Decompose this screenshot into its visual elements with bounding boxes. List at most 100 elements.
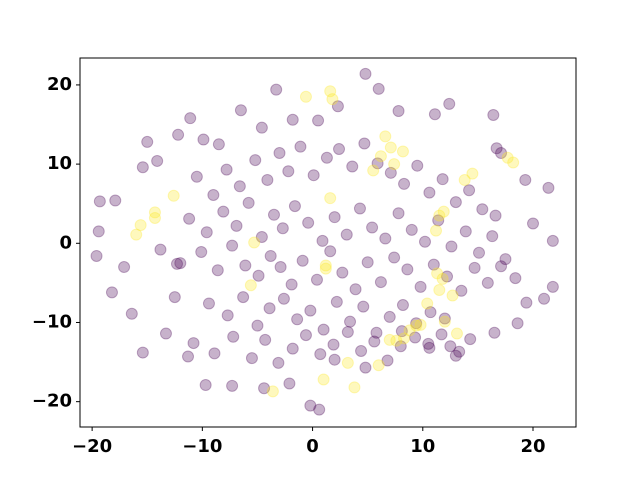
point [366,221,379,234]
point [326,93,339,106]
point [542,181,555,194]
point [433,284,446,297]
point [272,356,285,369]
point [374,150,387,163]
point [527,217,540,230]
point [327,338,340,351]
point [154,243,167,256]
point [217,205,230,218]
point [319,259,332,272]
point [90,249,103,262]
point [252,269,265,282]
point [233,180,246,193]
point [481,276,494,289]
point [464,333,477,346]
point [446,289,459,302]
point [501,151,514,164]
point [444,340,457,353]
point [330,295,343,308]
point [437,205,450,218]
point [486,230,499,243]
point [239,259,252,272]
point [368,335,381,348]
point [328,353,341,366]
point [433,209,446,222]
point [349,283,362,296]
point [488,326,501,339]
point [344,315,357,328]
point [381,354,394,367]
point [398,177,411,190]
point [511,317,524,330]
point [184,112,197,125]
point [226,239,239,252]
point [199,379,212,392]
point [396,145,409,158]
point [341,356,354,369]
point [357,300,370,313]
point [251,319,264,332]
point [136,346,149,359]
x-tick-label: −10 [182,436,222,457]
point [190,170,203,183]
x-tick-label: 0 [306,436,319,457]
point [372,82,385,95]
point [392,207,405,220]
point [361,256,374,269]
point [401,263,414,276]
point [340,228,353,241]
point [495,260,508,273]
point [489,209,502,222]
point [346,160,359,173]
point [421,297,434,310]
point [499,253,512,266]
y-tick-label: 0 [59,232,72,253]
point [458,173,471,186]
point [286,113,299,126]
point [359,361,372,374]
point [172,128,185,141]
x-tick-label: 20 [520,436,545,457]
point [170,257,183,270]
point [371,157,384,170]
point [255,121,268,134]
y-tick-label: 10 [47,153,72,174]
point [453,345,466,358]
point [358,137,371,150]
point [348,381,361,394]
point [476,203,489,216]
point [546,280,559,293]
point [455,284,468,297]
point [286,342,299,355]
point [148,206,161,219]
point [211,264,224,277]
point [468,261,481,274]
point [174,257,187,270]
point [324,85,337,98]
point [273,147,286,160]
point [422,337,435,350]
point [282,165,295,178]
point [355,344,368,357]
point [410,319,423,332]
point [92,225,105,238]
point [227,330,240,343]
x-tick-label: −20 [72,436,112,457]
point [151,154,164,167]
point [202,297,215,310]
point [302,216,315,229]
point [403,324,416,337]
point [331,100,344,113]
point [125,307,138,320]
point [105,286,118,299]
point [436,173,449,186]
point [258,382,271,395]
point [324,192,337,205]
point [249,154,262,167]
point [507,156,520,169]
point [409,331,422,344]
point [353,202,366,215]
point [182,350,195,363]
point [441,270,454,283]
